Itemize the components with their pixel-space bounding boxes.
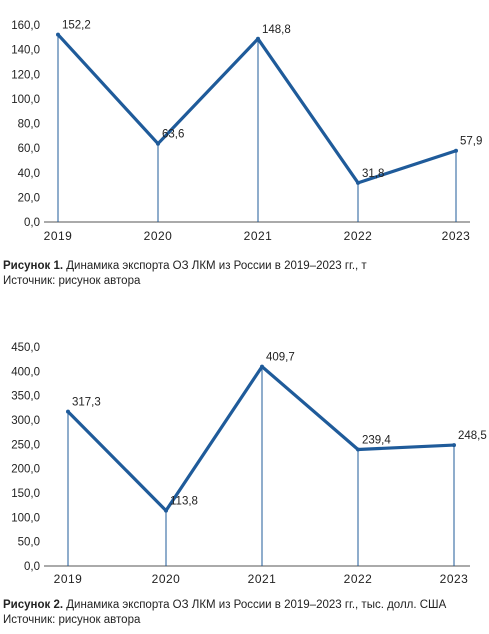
data-point	[260, 364, 264, 369]
data-label: 317,3	[72, 397, 101, 409]
series-line	[66, 365, 456, 513]
chart-2: 0,0 50,0 100,0 150,0 200,0 250,0 300,0 350,0 400…	[11, 342, 487, 586]
y-tick-label: 100,0	[11, 512, 40, 524]
y-tick-label: 140,0	[11, 45, 40, 57]
y-tick-label: 0,0	[24, 217, 40, 229]
data-point	[356, 447, 360, 452]
data-label: 63,6	[162, 129, 184, 141]
x-tick-label: 2021	[248, 572, 277, 586]
y-tick-label: 400,0	[11, 366, 40, 378]
data-point	[452, 443, 456, 448]
figure-2-caption: Рисунок 2. Динамика экспорта ОЗ ЛКМ из Р…	[3, 598, 446, 628]
x-tick-label: 2019	[54, 572, 83, 586]
data-point	[66, 409, 70, 414]
y-tick-label: 200,0	[11, 464, 40, 476]
data-point	[256, 36, 260, 41]
y-tick-label: 50,0	[18, 537, 40, 549]
y-tick-label: 60,0	[18, 143, 40, 155]
data-point	[56, 32, 60, 37]
y-tick-label: 150,0	[11, 488, 40, 500]
figure-1-caption-prefix: Рисунок 1.	[3, 260, 64, 272]
data-label: 57,9	[460, 136, 482, 148]
figure-2-source: Источник: рисунок автора	[3, 614, 141, 626]
x-tick-label: 2022	[344, 572, 373, 586]
x-tick-label: 2023	[440, 572, 469, 586]
data-label: 248,5	[458, 430, 487, 442]
figure-2-caption-prefix: Рисунок 2.	[3, 599, 64, 611]
y-tick-label: 80,0	[18, 119, 40, 131]
y-tick-label: 350,0	[11, 391, 40, 403]
y-tick-label: 100,0	[11, 94, 40, 106]
chart-1: 0,0 20,0 40,0 60,0 80,0 100,0 120,0 140,0 160,0 1…	[11, 20, 482, 243]
figure-1-caption-text: Динамика экспорта ОЗ ЛКМ из России в 201…	[66, 260, 367, 272]
data-label: 148,8	[262, 24, 291, 36]
y-tick-label: 300,0	[11, 415, 40, 427]
x-tick-label: 2020	[152, 572, 181, 586]
figure-2-caption-text: Динамика экспорта ОЗ ЛКМ из России в 201…	[66, 599, 447, 611]
y-tick-label: 0,0	[24, 561, 40, 573]
data-label: 152,2	[62, 20, 91, 32]
data-label: 409,7	[266, 352, 295, 364]
data-point	[454, 148, 458, 153]
y-tick-label: 160,0	[11, 20, 40, 32]
y-tick-label: 20,0	[18, 192, 40, 204]
x-tick-label: 2023	[442, 229, 471, 243]
data-point	[164, 508, 168, 513]
x-tick-label: 2021	[244, 229, 273, 243]
y-tick-label: 450,0	[11, 342, 40, 354]
y-tick-label: 120,0	[11, 69, 40, 81]
data-point	[156, 141, 160, 146]
data-label: 239,4	[362, 434, 391, 446]
figure-1-source: Источник: рисунок автора	[3, 275, 141, 287]
figure-1-caption: Рисунок 1. Динамика экспорта ОЗ ЛКМ из Р…	[3, 259, 367, 289]
data-point	[356, 180, 360, 185]
x-tick-label: 2020	[144, 229, 173, 243]
x-tick-label: 2022	[344, 229, 373, 243]
data-label: 31,8	[362, 168, 384, 180]
x-tick-label: 2019	[44, 229, 73, 243]
series-line	[56, 33, 458, 185]
y-tick-label: 40,0	[18, 168, 40, 180]
y-tick-label: 250,0	[11, 439, 40, 451]
data-label: 113,8	[170, 496, 198, 508]
